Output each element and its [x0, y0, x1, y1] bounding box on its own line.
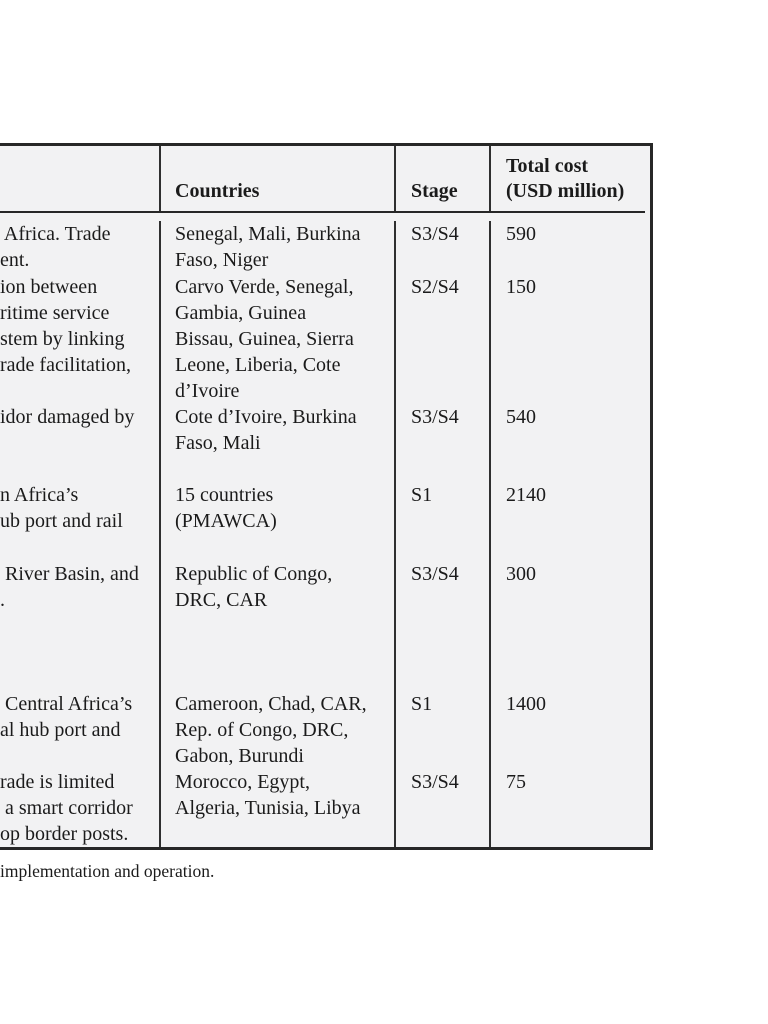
countries-line: DRC, CAR [175, 589, 268, 611]
countries-cell: Carvo Verde, Senegal, Gambia, Guinea Bissa… [159, 274, 394, 404]
project-description-cell: rade is limited a smart corridor op borde… [0, 769, 159, 847]
total-cost-value: 590 [506, 223, 536, 245]
countries-line: Algeria, Tunisia, Libya [175, 797, 361, 819]
table-header-row: Countries Stage Total cost (USD million) [0, 146, 650, 213]
project-description-cell: Africa. Trade ent. [0, 221, 159, 274]
total-cost-value: 540 [506, 406, 536, 428]
countries-line: Rep. of Congo, DRC, [175, 719, 349, 741]
stage-cell: S2/S4 [394, 274, 489, 404]
countries-line: Faso, Mali [175, 432, 261, 454]
description-line: n Africa’s [0, 484, 79, 506]
description-line: ritime service [0, 302, 110, 324]
total-cost-cell: 590 [489, 221, 650, 274]
description-line: Africa. Trade [0, 223, 111, 245]
countries-line: Cote d’Ivoire, Burkina [175, 406, 357, 428]
project-description-cell: Central Africa’s al hub port and [0, 691, 159, 769]
countries-line: 15 countries [175, 484, 274, 506]
stage-value: S3/S4 [411, 406, 459, 428]
description-line: a smart corridor [0, 797, 133, 819]
project-description-cell: ion between ritime service stem by linking… [0, 274, 159, 404]
table-row: Africa. Trade ent. Senegal, Mali, Burkina… [0, 221, 650, 274]
description-line: rade facilitation, [0, 354, 132, 376]
description-line: idor damaged by [0, 406, 135, 428]
total-cost-value: 75 [506, 771, 526, 793]
total-cost-cell: 1400 [489, 691, 650, 769]
table-row: rade is limited a smart corridor op borde… [0, 769, 650, 847]
total-cost-cell: 150 [489, 274, 650, 404]
countries-line: (PMAWCA) [175, 510, 277, 532]
table-row: Central Africa’s al hub port and Cameroon… [0, 691, 650, 769]
total-cost-value: 2140 [506, 484, 546, 506]
countries-line: d’Ivoire [175, 380, 240, 402]
stage-cell: S3/S4 [394, 769, 489, 847]
table-body: Africa. Trade ent. Senegal, Mali, Burkina… [0, 213, 650, 847]
stage-cell: S3/S4 [394, 561, 489, 691]
header-total-cost-line1: Total cost [506, 155, 589, 177]
total-cost-cell: 300 [489, 561, 650, 691]
countries-line: Cameroon, Chad, CAR, [175, 693, 367, 715]
total-cost-value: 300 [506, 563, 536, 585]
stage-value: S2/S4 [411, 276, 459, 298]
stage-cell: S1 [394, 691, 489, 769]
stage-value: S3/S4 [411, 771, 459, 793]
countries-line: Gabon, Burundi [175, 745, 304, 767]
countries-line: Gambia, Guinea [175, 302, 307, 324]
description-line: ub port and rail [0, 510, 123, 532]
description-line: . [0, 589, 5, 611]
total-cost-cell: 75 [489, 769, 650, 847]
table-row: idor damaged by Cote d’Ivoire, Burkina Fa… [0, 404, 650, 482]
header-countries-label: Countries [175, 180, 260, 202]
total-cost-cell: 540 [489, 404, 650, 482]
description-line: ion between [0, 276, 98, 298]
countries-line: Faso, Niger [175, 249, 269, 271]
project-description-cell: River Basin, and. [0, 561, 159, 691]
stage-cell: S3/S4 [394, 404, 489, 482]
header-countries: Countries [159, 146, 394, 213]
header-stage: Stage [394, 146, 489, 213]
countries-line: Bissau, Guinea, Sierra [175, 328, 354, 350]
countries-cell: Senegal, Mali, Burkina Faso, Niger [159, 221, 394, 274]
description-line: River Basin, and [0, 563, 139, 585]
description-line: op border posts. [0, 823, 129, 845]
description-line: Central Africa’s [0, 693, 133, 715]
stage-value: S1 [411, 693, 433, 715]
project-description-cell: n Africa’s ub port and rail [0, 482, 159, 561]
countries-cell: 15 countries (PMAWCA) [159, 482, 394, 561]
footnote: implementation and operation. [0, 861, 215, 881]
total-cost-value: 150 [506, 276, 536, 298]
table-row: ion between ritime service stem by linking… [0, 274, 650, 404]
table-row: n Africa’s ub port and rail 15 countries (… [0, 482, 650, 561]
description-line: rade is limited [0, 771, 115, 793]
countries-line: Morocco, Egypt, [175, 771, 310, 793]
countries-line: Leone, Liberia, Cote [175, 354, 341, 376]
stage-value: S3/S4 [411, 563, 459, 585]
projects-table: Countries Stage Total cost (USD million)… [0, 143, 653, 850]
countries-line: Carvo Verde, Senegal, [175, 276, 354, 298]
stage-value: S1 [411, 484, 433, 506]
total-cost-value: 1400 [506, 693, 546, 715]
stage-cell: S3/S4 [394, 221, 489, 274]
header-total-cost-line2: (USD million) [506, 180, 625, 202]
stage-value: S3/S4 [411, 223, 459, 245]
description-line: ent. [0, 249, 30, 271]
countries-line: Republic of Congo, [175, 563, 333, 585]
stage-cell: S1 [394, 482, 489, 561]
countries-cell: Cote d’Ivoire, Burkina Faso, Mali [159, 404, 394, 482]
table-row: River Basin, and. Republic of Congo, DRC,… [0, 561, 650, 691]
header-stage-label: Stage [411, 180, 458, 202]
project-description-cell: idor damaged by [0, 404, 159, 482]
header-description [0, 146, 159, 213]
countries-cell: Republic of Congo, DRC, CAR [159, 561, 394, 691]
header-total-cost: Total cost (USD million) [489, 146, 650, 213]
description-line: stem by linking [0, 328, 125, 350]
description-line: al hub port and [0, 719, 121, 741]
countries-cell: Morocco, Egypt, Algeria, Tunisia, Libya [159, 769, 394, 847]
total-cost-cell: 2140 [489, 482, 650, 561]
countries-line: Senegal, Mali, Burkina [175, 223, 361, 245]
countries-cell: Cameroon, Chad, CAR, Rep. of Congo, DRC, G… [159, 691, 394, 769]
